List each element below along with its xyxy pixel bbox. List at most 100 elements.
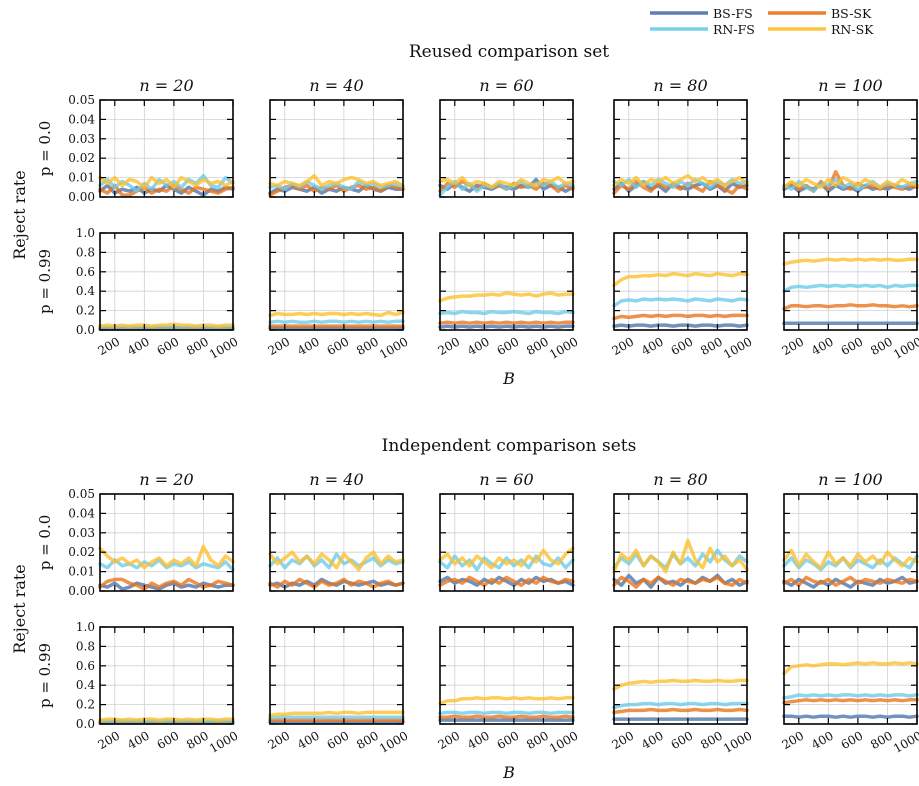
- series-line-rn-sk: [268, 710, 405, 718]
- series-line-rn-sk: [268, 173, 405, 188]
- panel-frame: [613, 232, 748, 331]
- x-tick-label: 1000: [547, 728, 580, 755]
- panel-frame: [613, 626, 748, 725]
- y-tick-label: 0.2: [76, 698, 95, 712]
- panel-frame: [613, 99, 748, 198]
- column-title-n100: n = 100: [818, 470, 882, 489]
- row-label-p0-1: p = 0.0: [36, 515, 54, 571]
- x-tick-label: 200: [779, 334, 806, 358]
- series-line-rn-sk: [98, 544, 235, 570]
- panel-1-p0-n60: n = 60: [438, 470, 575, 592]
- series-line-bs-sk: [98, 183, 235, 197]
- x-tick-label: 800: [354, 334, 381, 358]
- series-line-rn-sk: [438, 175, 575, 190]
- column-title-n100: n = 100: [818, 76, 882, 95]
- series-line-bs-fs: [438, 324, 575, 329]
- x-tick-label: 1000: [207, 728, 240, 755]
- legend-label-rn-sk: RN-SK: [831, 22, 874, 37]
- x-tick-label: 200: [95, 728, 122, 752]
- legend-label-bs-sk: BS-SK: [831, 6, 872, 21]
- panel-frame: [269, 232, 404, 331]
- series-line-rn-sk: [612, 173, 749, 188]
- series-line-rn-fs: [782, 283, 919, 293]
- panel-grid: p = 0.0 0.00 0.01 0.02 0.03 0.04 0.05 n = 20 n =…: [36, 76, 919, 756]
- column-title-n20: n = 20: [139, 76, 193, 95]
- x-tick-label: 800: [184, 334, 211, 358]
- x-tick-label: 400: [639, 334, 666, 358]
- series-line-rn-sk: [438, 696, 575, 706]
- panel-frame: [99, 232, 234, 331]
- panel-frame: [783, 626, 918, 725]
- x-axis-label-bottom: B: [502, 763, 515, 782]
- series-line-rn-sk: [268, 550, 405, 572]
- series-line-rn-fs: [612, 297, 749, 308]
- x-tick-label: 400: [295, 334, 322, 358]
- x-tick-label: 600: [669, 728, 696, 752]
- series-line-rn-sk: [612, 271, 749, 288]
- series-line-bs-sk: [438, 714, 575, 719]
- y-tick-label: 0.04: [68, 112, 95, 126]
- legend: BS-FS BS-SK RN-FS RN-SK: [650, 6, 874, 37]
- panel-frame: [439, 99, 574, 198]
- y-tick-label: 0.8: [76, 639, 95, 653]
- x-tick-label: 800: [524, 728, 551, 752]
- panel-frame: [99, 99, 234, 198]
- x-tick-label: 200: [435, 334, 462, 358]
- x-tick-label: 1000: [207, 334, 240, 361]
- x-tick-label: 200: [265, 728, 292, 752]
- x-tick-label: 600: [669, 334, 696, 358]
- panel-0-p0-n40: n = 40: [268, 76, 405, 198]
- y-tick-label: 0.0: [76, 717, 95, 731]
- section-title-reused: Reused comparison set: [409, 42, 609, 62]
- series-line-rn-sk: [268, 310, 405, 318]
- x-tick-label: 1000: [377, 728, 410, 755]
- panel-frame: [99, 626, 234, 725]
- panel-0-p0-n20: 0.00 0.01 0.02 0.03 0.04 0.05 n = 20: [68, 76, 235, 204]
- x-tick-label: 400: [639, 728, 666, 752]
- y-tick-label: 0.01: [68, 565, 95, 579]
- y-tick-label: 0.0: [76, 323, 95, 337]
- panel-0-p0-n80: n = 80: [612, 76, 749, 198]
- series-line-rn-fs: [438, 710, 575, 716]
- y-tick-label: 0.03: [68, 132, 95, 146]
- panel-frame: [783, 493, 918, 592]
- column-title-n20: n = 20: [139, 470, 193, 489]
- column-title-n80: n = 80: [653, 470, 707, 489]
- series-line-rn-fs: [782, 693, 919, 700]
- panel-frame: [613, 493, 748, 592]
- series-line-rn-sk: [98, 717, 235, 722]
- panel-frame: [99, 493, 234, 592]
- x-tick-label: 600: [325, 334, 352, 358]
- y-tick-label: 0.01: [68, 171, 95, 185]
- x-tick-label: 200: [779, 728, 806, 752]
- x-tick-label: 400: [465, 334, 492, 358]
- y-tick-label: 1.0: [76, 620, 95, 634]
- section-title-independent: Independent comparison sets: [382, 436, 637, 456]
- panel-frame: [439, 626, 574, 725]
- series-line-rn-sk: [782, 257, 919, 266]
- y-tick-label: 0.2: [76, 304, 95, 318]
- row-label-p0-0: p = 0.0: [36, 121, 54, 177]
- x-tick-label: 1000: [721, 728, 754, 755]
- series-line-bs-sk: [612, 313, 749, 321]
- x-tick-label: 400: [125, 728, 152, 752]
- x-tick-label: 200: [609, 334, 636, 358]
- series-line-rn-sk: [612, 678, 749, 691]
- x-tick-label: 800: [868, 728, 895, 752]
- y-tick-label: 0.02: [68, 545, 95, 559]
- x-tick-label: 600: [839, 728, 866, 752]
- series-line-rn-sk: [98, 322, 235, 328]
- panel-frame: [439, 232, 574, 331]
- x-tick-label: 600: [495, 728, 522, 752]
- series-line-rn-sk: [98, 175, 235, 190]
- column-title-n40: n = 40: [309, 470, 363, 489]
- series-line-bs-fs: [782, 714, 919, 719]
- panel-frame: [269, 99, 404, 198]
- panel-frame: [269, 493, 404, 592]
